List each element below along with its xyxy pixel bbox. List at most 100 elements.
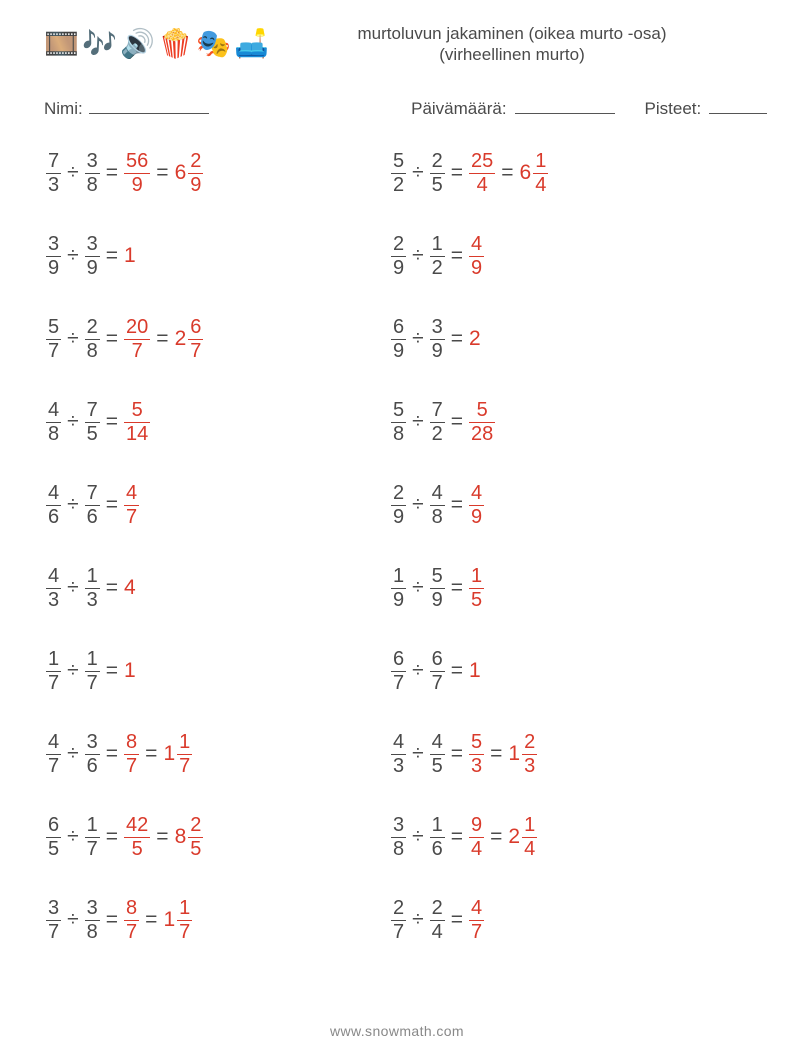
answer-fraction: 47 [469,898,484,942]
mixed-number: 825 [175,815,204,859]
problems-grid: 73÷38=569=62952÷25=254=61439÷39=129÷12=4… [44,133,750,944]
equals-sign: = [451,825,463,849]
title-line-1: murtoluvun jakaminen (oikea murto -osa) [274,23,750,44]
fraction: 39 [430,317,445,361]
division-sign: ÷ [412,493,424,517]
popcorn-icon: 🍿 [158,27,192,61]
answer-fraction: 514 [124,400,150,444]
fraction: 75 [85,400,100,444]
film-reel-icon: 🎞️ [44,27,78,61]
mixed-number: 629 [175,151,204,195]
equals-sign: = [156,825,168,849]
problem: 48÷75=514 [46,398,391,446]
equals-sign: = [106,659,118,683]
division-sign: ÷ [412,576,424,600]
fraction: 67 [188,317,203,361]
problem: 29÷12=49 [391,232,750,280]
problem: 17÷17=1 [46,647,391,695]
division-sign: ÷ [412,825,424,849]
fraction: 17 [46,649,61,693]
fraction: 43 [391,732,406,776]
fraction: 25 [430,151,445,195]
fraction: 39 [85,234,100,278]
equals-sign: = [106,742,118,766]
fraction: 36 [85,732,100,776]
fraction: 69 [391,317,406,361]
fraction: 12 [430,234,445,278]
equals-sign: = [106,493,118,517]
fraction: 28 [85,317,100,361]
fraction: 29 [391,234,406,278]
equals-sign: = [106,244,118,268]
fraction: 67 [391,649,406,693]
date-label: Päivämäärä: [411,99,506,119]
fraction: 59 [430,566,445,610]
fraction: 17 [177,898,192,942]
fraction: 48 [430,483,445,527]
fraction: 14 [522,815,537,859]
title-line-2: (virheellinen murto) [274,44,750,65]
problem: 73÷38=569=629 [46,149,391,197]
fraction: 16 [430,815,445,859]
equals-sign: = [451,493,463,517]
problem: 46÷76=47 [46,481,391,529]
fraction: 29 [188,151,203,195]
division-sign: ÷ [67,493,79,517]
drama-mask-icon: 🎭 [196,27,230,61]
answer-fraction: 425 [124,815,150,859]
mixed-number: 117 [163,732,192,776]
division-sign: ÷ [412,161,424,185]
fraction: 52 [391,151,406,195]
answer-fraction: 254 [469,151,495,195]
equals-sign: = [106,161,118,185]
score-blank[interactable] [709,96,767,114]
division-sign: ÷ [67,742,79,766]
footer-url: www.snowmath.com [0,1023,794,1039]
answer-whole: 1 [124,244,136,268]
meta-row: Nimi: Päivämäärä: Pisteet: [44,96,750,119]
equals-sign: = [451,244,463,268]
fraction: 57 [46,317,61,361]
fraction: 48 [46,400,61,444]
equals-sign: = [106,410,118,434]
music-box-icon: 🎶 [82,27,116,61]
answer-fraction: 94 [469,815,484,859]
fraction: 37 [46,898,61,942]
mixed-number: 214 [508,815,537,859]
equals-sign: = [451,908,463,932]
equals-sign: = [490,742,502,766]
division-sign: ÷ [67,244,79,268]
date-blank[interactable] [515,96,615,114]
answer-whole: 1 [124,659,136,683]
fraction: 17 [85,649,100,693]
problem: 19÷59=15 [391,564,750,612]
division-sign: ÷ [412,908,424,932]
equals-sign: = [451,327,463,351]
fraction: 14 [533,151,548,195]
division-sign: ÷ [412,327,424,351]
fraction: 73 [46,151,61,195]
equals-sign: = [106,825,118,849]
armchair-icon: 🛋️ [234,27,268,61]
name-label: Nimi: [44,99,83,119]
division-sign: ÷ [412,659,424,683]
fraction: 38 [85,151,100,195]
equals-sign: = [451,576,463,600]
problem: 52÷25=254=614 [391,149,750,197]
problem: 57÷28=207=267 [46,315,391,363]
worksheet-page: 🎞️🎶🔊🍿🎭🛋️ murtoluvun jakaminen (oikea mur… [0,0,794,964]
answer-fraction: 53 [469,732,484,776]
worksheet-header: 🎞️🎶🔊🍿🎭🛋️ murtoluvun jakaminen (oikea mur… [44,18,750,70]
fraction: 19 [391,566,406,610]
division-sign: ÷ [412,410,424,434]
answer-fraction: 49 [469,483,484,527]
problem: 43÷45=53=123 [391,730,750,778]
problem: 43÷13=4 [46,564,391,612]
problem: 29÷48=49 [391,481,750,529]
answer-whole: 4 [124,576,136,600]
answer-whole: 2 [469,327,481,351]
equals-sign: = [106,908,118,932]
answer-fraction: 528 [469,400,495,444]
equals-sign: = [156,161,168,185]
name-blank[interactable] [89,96,209,114]
